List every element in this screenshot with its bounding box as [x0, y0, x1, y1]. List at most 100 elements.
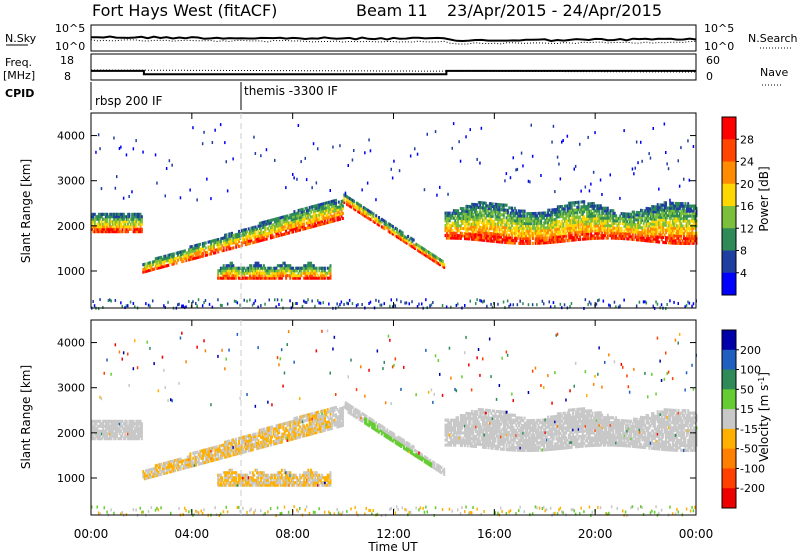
echo-cell: [329, 210, 332, 214]
echo-cell: [674, 211, 677, 215]
echo-cell: [300, 225, 303, 229]
echo-cell: [128, 419, 131, 423]
echo-cell: [172, 252, 175, 256]
echo-cell: [132, 422, 135, 426]
echo-cell: [254, 274, 257, 278]
ground-cell: [615, 305, 617, 309]
echo-cell: [670, 214, 673, 218]
echo-cell: [111, 222, 114, 226]
echo-cell: [219, 473, 222, 477]
echo-cell: [648, 217, 651, 221]
echo-cell: [172, 459, 175, 463]
echo-cell: [201, 451, 204, 455]
echo-cell: [411, 240, 414, 244]
echo-cell: [124, 230, 127, 234]
echo-cell: [257, 232, 260, 236]
echo-cell: [597, 206, 600, 210]
echo-cell: [257, 266, 260, 270]
echo-cell: [688, 204, 691, 208]
echo-cell: [638, 231, 641, 235]
echo-cell: [314, 219, 317, 223]
echo-cell: [627, 230, 630, 234]
echo-cell: [366, 208, 369, 212]
echo-cell: [494, 230, 497, 234]
echo-cell: [268, 266, 271, 270]
echo-cell: [613, 214, 616, 218]
echo-cell: [231, 468, 233, 472]
echo-cell: [459, 212, 462, 216]
echo-cell: [329, 274, 332, 278]
echo-cell: [667, 228, 670, 232]
echo-cell: [569, 209, 572, 213]
echo-cell: [275, 232, 278, 236]
echo-cell: [182, 259, 185, 263]
echo-cell: [601, 226, 604, 230]
ground-cell: [214, 506, 216, 510]
echo-cell: [666, 238, 669, 242]
echo-cell: [310, 210, 313, 214]
echo-cell: [161, 257, 164, 261]
echo-cell: [543, 223, 545, 227]
echo-cell: [196, 246, 199, 250]
echo-cell: [247, 269, 250, 273]
echo-cell: [217, 454, 220, 458]
echo-cell: [511, 224, 514, 228]
echo-cell: [170, 470, 172, 474]
echo-cell: [640, 231, 642, 235]
echo-cell: [358, 210, 361, 214]
echo-cell: [251, 266, 254, 270]
echo-cell: [652, 239, 655, 243]
echo-cell: [103, 217, 106, 221]
echo-cell: [574, 220, 577, 224]
echo-cell: [479, 238, 482, 242]
echo-cell: [113, 427, 116, 431]
echo-cell: [378, 221, 380, 225]
echo-cell: [606, 206, 609, 210]
echo-cell: [131, 434, 134, 438]
echo-cell: [268, 231, 271, 235]
echo-cell: [152, 472, 154, 476]
echo-cell: [204, 253, 207, 257]
echo-cell: [549, 211, 552, 215]
echo-cell: [329, 207, 332, 211]
echo-cell: [470, 222, 473, 226]
echo-cell: [311, 217, 314, 221]
echo-cell: [93, 422, 96, 426]
echo-cell: [161, 469, 164, 473]
echo-cell: [136, 422, 139, 426]
echo-cell: [287, 216, 290, 220]
echo-cell: [459, 224, 462, 228]
echo-cell: [623, 237, 626, 241]
echo-cell: [312, 276, 315, 280]
echo-cell: [590, 209, 593, 213]
echo-cell: [238, 446, 240, 450]
echo-cell: [529, 239, 532, 243]
echo-cell: [107, 222, 110, 226]
echo-cell: [292, 217, 294, 221]
echo-cell: [221, 443, 224, 447]
echo-cell: [665, 216, 667, 220]
echo-cell: [583, 232, 586, 236]
echo-cell: [692, 234, 695, 238]
echo-cell: [95, 434, 98, 438]
echo-cell: [667, 236, 670, 240]
echo-cell: [562, 224, 565, 228]
echo-cell: [228, 481, 231, 485]
echo-cell: [450, 236, 453, 240]
echo-cell: [529, 229, 532, 233]
echo-cell: [663, 233, 666, 237]
echo-cell: [287, 266, 290, 270]
echo-cell: [430, 252, 433, 256]
echo-cell: [371, 214, 374, 218]
echo-cell: [269, 228, 272, 232]
echo-cell: [520, 239, 523, 243]
echo-cell: [128, 434, 131, 438]
echo-cell: [224, 238, 227, 242]
echo-cell: [231, 441, 233, 445]
echo-cell: [329, 220, 332, 224]
echo-cell: [502, 225, 505, 229]
echo-cell: [207, 452, 210, 456]
echo-cell: [527, 241, 530, 245]
echo-cell: [401, 233, 404, 237]
echo-cell: [558, 230, 561, 234]
